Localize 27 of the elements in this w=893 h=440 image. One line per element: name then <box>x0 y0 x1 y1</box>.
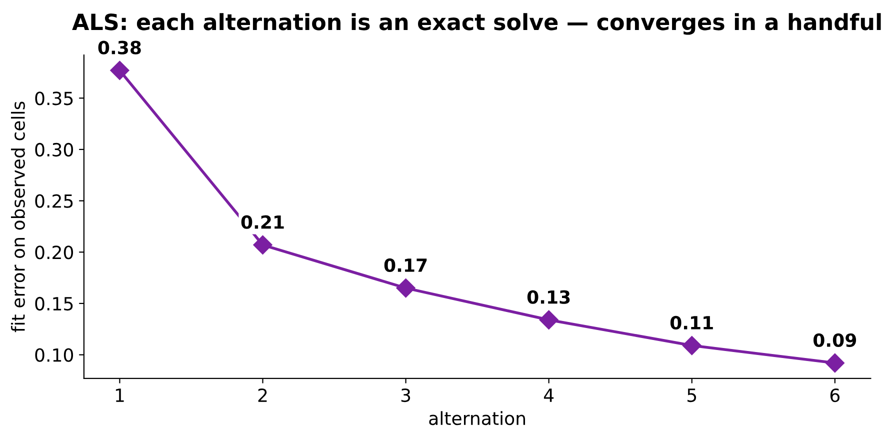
point <box>539 310 558 330</box>
x-tick-label: 2 <box>258 388 267 402</box>
y-tick-label: 0.10 <box>35 348 74 362</box>
data-label: 0.13 <box>527 290 570 304</box>
point <box>682 336 702 356</box>
y-tick-label: 0.15 <box>35 296 73 311</box>
x-tick-label: 1 <box>116 388 124 402</box>
y-axis-title: fit error on observed cells <box>10 102 25 332</box>
data-label: 0.11 <box>670 316 713 330</box>
y-tick-label: 0.35 <box>35 92 73 106</box>
data-label: 0.21 <box>241 215 284 229</box>
data-label: 0.38 <box>98 40 141 54</box>
point <box>110 60 130 80</box>
x-tick-label: 5 <box>688 388 696 402</box>
y-tick-label: 0.25 <box>35 194 73 208</box>
point <box>825 353 844 373</box>
y-tick-label: 0.20 <box>35 246 74 260</box>
y-tick-label: 0.30 <box>35 142 74 157</box>
data-label: 0.17 <box>384 258 427 272</box>
x-tick-label: 4 <box>544 388 554 402</box>
chart-title: ALS: each alternation is an exact solve — converges in a handful <box>72 13 881 35</box>
data-label: 0.09 <box>814 333 856 347</box>
point <box>396 278 416 298</box>
x-tick-label: 6 <box>830 388 840 402</box>
point <box>253 235 272 254</box>
x-axis-title: alternation <box>429 411 526 426</box>
x-tick-label: 3 <box>401 388 410 402</box>
